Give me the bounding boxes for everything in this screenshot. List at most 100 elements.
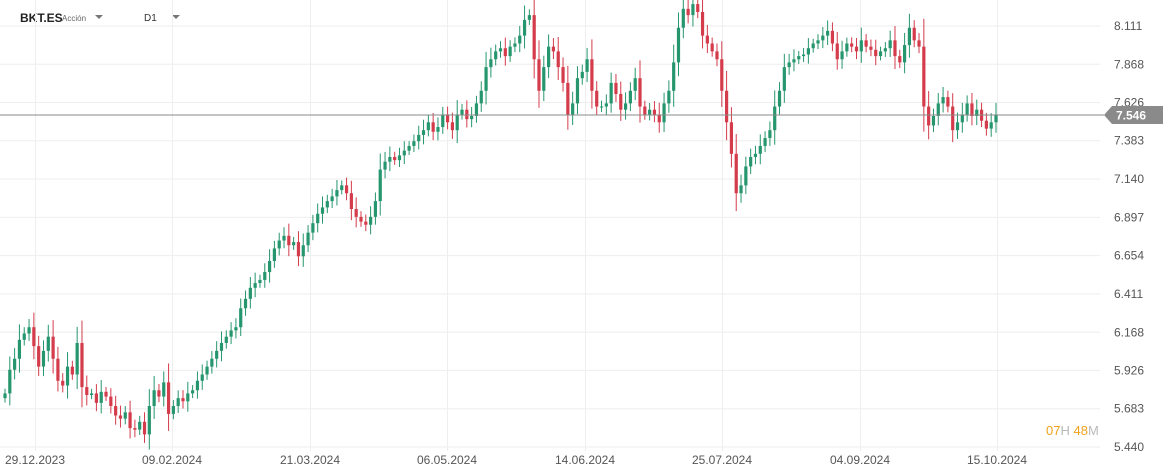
candle-down [133,419,137,438]
candle-body [344,185,349,194]
candle-up [508,40,512,62]
candle-body [681,8,685,28]
candle-body [955,122,960,131]
candle-body [787,62,791,68]
candle-down [551,38,556,60]
candle-up [479,81,483,112]
candle-down [946,90,950,113]
candle-body [460,109,464,115]
candle-body [874,49,878,57]
candle-body [498,48,503,52]
candle-down [705,24,709,54]
candle-up [41,340,46,377]
candle-body [922,46,926,107]
candle-body [503,48,507,57]
candle-body [710,43,714,52]
symbol-label[interactable]: BKT.ES [20,11,63,25]
candle-body [388,156,392,162]
candle-body [41,350,46,367]
candle-down [537,40,541,108]
candle-body [465,109,469,120]
candle-up [171,400,175,420]
candle-body [590,59,594,91]
candle-down [503,37,507,66]
candle-body [306,232,310,246]
candle-body [571,103,575,115]
candle-body [359,216,363,222]
timeframe-dropdown-caret-icon[interactable] [172,15,180,19]
x-tick-label: 29.12.2023 [5,453,65,467]
candle-up [301,233,305,267]
candle-body [811,43,815,49]
candle-body [17,339,22,359]
candle-up [522,5,527,49]
candle-down [715,43,719,67]
candle-body [75,342,79,375]
candle-body [585,59,589,72]
candle-body [744,166,748,186]
candle-body [931,116,936,126]
candle-body [123,412,127,419]
candle-body [753,153,758,157]
candle-body [854,46,859,52]
candle-body [195,380,200,391]
candle-down [94,384,99,412]
candle-up [628,82,632,112]
candle-body [210,358,214,367]
candle-down [619,81,623,121]
candle-body [912,27,916,41]
candle-up [3,388,7,403]
candle-body [426,122,430,131]
candle-body [51,336,55,359]
grid-lines [0,0,1100,451]
candle-up [8,356,12,406]
candle-up [186,381,190,412]
candle-down [157,383,161,403]
candle-body [474,103,479,117]
candle-up [215,341,219,368]
candle-body [171,406,175,414]
candle-down [864,34,868,53]
candle-down [142,412,147,443]
candle-up [797,50,801,64]
candle-body [479,90,483,104]
symbol-dropdown-caret-icon[interactable] [95,15,103,19]
candle-body [667,90,671,104]
candle-body [383,161,387,170]
candle-up [768,121,772,146]
candle-body [898,56,902,63]
candle-up [883,42,887,57]
candle-up [205,360,209,380]
candle-body [417,134,421,142]
candle-down [128,400,132,439]
candle-up [200,364,204,390]
candle-body [566,82,570,115]
candle-body [975,109,979,117]
candle-up [902,33,907,74]
candle-down [51,320,55,374]
candle-body [301,245,305,257]
candle-down [700,0,705,49]
timeframe-label[interactable]: D1 [144,13,157,24]
candle-body [431,122,435,132]
candle-body [628,90,632,104]
candle-body [826,30,830,36]
candle-down [56,346,60,392]
candle-down [912,20,916,48]
candle-up [219,331,224,362]
candle-body [816,40,820,44]
candle-body [258,279,262,284]
candle-down [166,363,171,431]
candle-down [720,41,724,107]
y-tick-label: 8.111 [1114,19,1143,33]
candle-body [8,369,12,394]
candle-body [421,130,426,135]
candle-up [965,95,969,122]
candle-body [369,216,373,225]
candle-up [147,389,151,450]
candle-body [907,27,912,46]
candle-body [445,114,450,123]
candle-body [412,141,416,146]
candle-up [306,225,310,253]
